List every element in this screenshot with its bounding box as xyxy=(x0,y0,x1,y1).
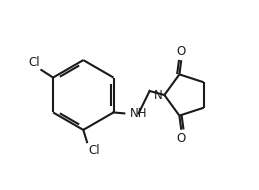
Text: O: O xyxy=(177,45,186,58)
Text: N: N xyxy=(154,89,163,101)
Text: Cl: Cl xyxy=(29,56,40,69)
Text: NH: NH xyxy=(130,107,147,120)
Text: O: O xyxy=(177,132,186,145)
Text: Cl: Cl xyxy=(88,144,100,157)
